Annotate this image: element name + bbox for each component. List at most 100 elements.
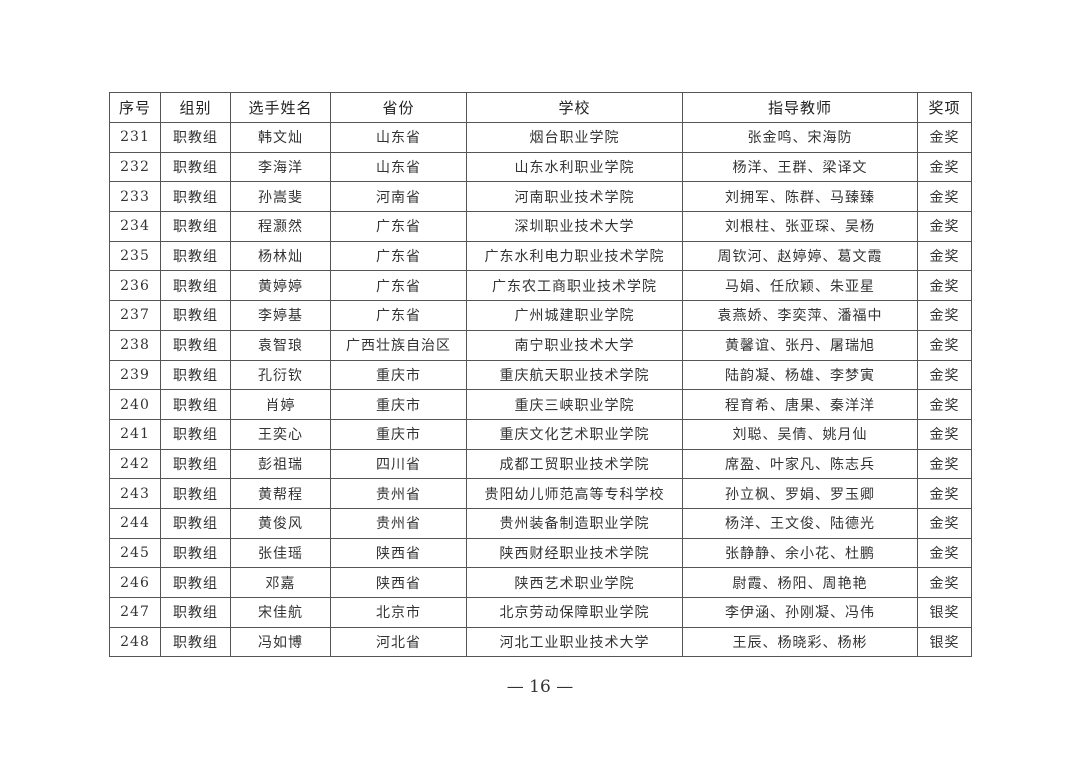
cell-school: 北京劳动保障职业学院	[466, 597, 683, 628]
table-row: 232 职教组 李海洋 山东省 山东水利职业学院 杨洋、王群、梁译文 金奖	[109, 151, 972, 183]
header-serial-number: 序号	[109, 92, 161, 123]
table-row: 247 职教组 宋佳航 北京市 北京劳动保障职业学院 李伊涵、孙刚凝、冯伟 银奖	[109, 597, 972, 628]
cell-contestant-name: 袁智琅	[230, 329, 331, 361]
cell-school: 南宁职业技术大学	[466, 329, 683, 361]
cell-award: 金奖	[917, 300, 972, 331]
cell-instructors: 刘根柱、张亚琛、吴杨	[682, 211, 918, 242]
cell-award: 银奖	[917, 626, 972, 658]
cell-group: 职教组	[160, 122, 231, 153]
cell-school: 河北工业职业技术大学	[466, 626, 683, 658]
cell-school: 成都工贸职业技术学院	[466, 448, 683, 480]
cell-instructors: 刘拥军、陈群、马臻臻	[682, 181, 918, 213]
cell-serial-number: 243	[109, 478, 161, 509]
cell-province: 贵州省	[330, 507, 467, 539]
cell-school: 山东水利职业学院	[466, 151, 683, 183]
cell-school: 贵阳幼儿师范高等专科学校	[466, 478, 683, 509]
table-row: 243 职教组 黄帮程 贵州省 贵阳幼儿师范高等专科学校 孙立枫、罗娟、罗玉卿 金奖	[109, 478, 972, 509]
cell-province: 广东省	[330, 300, 467, 331]
cell-group: 职教组	[160, 151, 231, 183]
header-school: 学校	[466, 92, 683, 123]
cell-group: 职教组	[160, 567, 231, 598]
table-row: 244 职教组 黄俊风 贵州省 贵州装备制造职业学院 杨洋、王文俊、陆德光 金奖	[109, 507, 972, 539]
cell-instructors: 李伊涵、孙刚凝、冯伟	[682, 597, 918, 628]
cell-serial-number: 234	[109, 211, 161, 242]
cell-serial-number: 239	[109, 359, 161, 391]
header-award: 奖项	[917, 92, 972, 123]
cell-serial-number: 236	[109, 270, 161, 302]
cell-school: 烟台职业学院	[466, 122, 683, 153]
cell-instructors: 张金鸣、宋海防	[682, 122, 918, 153]
table-row: 236 职教组 黄婷婷 广东省 广东农工商职业技术学院 马娟、任欣颖、朱亚星 金奖	[109, 270, 972, 302]
cell-serial-number: 235	[109, 240, 161, 272]
cell-instructors: 刘聪、吴倩、姚月仙	[682, 418, 918, 450]
cell-award: 金奖	[917, 270, 972, 302]
cell-school: 陕西财经职业技术学院	[466, 537, 683, 569]
cell-instructors: 马娟、任欣颖、朱亚星	[682, 270, 918, 302]
cell-group: 职教组	[160, 597, 231, 628]
cell-contestant-name: 孙嵩斐	[230, 181, 331, 213]
cell-contestant-name: 邓嘉	[230, 567, 331, 598]
cell-award: 金奖	[917, 537, 972, 569]
cell-group: 职教组	[160, 389, 231, 420]
cell-contestant-name: 肖婷	[230, 389, 331, 420]
cell-group: 职教组	[160, 300, 231, 331]
cell-province: 北京市	[330, 597, 467, 628]
cell-award: 金奖	[917, 329, 972, 361]
cell-award: 金奖	[917, 389, 972, 420]
cell-province: 贵州省	[330, 478, 467, 509]
cell-group: 职教组	[160, 478, 231, 509]
cell-province: 山东省	[330, 122, 467, 153]
table-row: 233 职教组 孙嵩斐 河南省 河南职业技术学院 刘拥军、陈群、马臻臻 金奖	[109, 181, 972, 213]
cell-province: 广东省	[330, 270, 467, 302]
cell-school: 陕西艺术职业学院	[466, 567, 683, 598]
cell-award: 金奖	[917, 418, 972, 450]
table-row: 237 职教组 李婷基 广东省 广州城建职业学院 袁燕娇、李奕萍、潘福中 金奖	[109, 300, 972, 331]
cell-school: 重庆文化艺术职业学院	[466, 418, 683, 450]
cell-contestant-name: 冯如博	[230, 626, 331, 658]
cell-serial-number: 231	[109, 122, 161, 153]
cell-instructors: 周钦河、赵婷婷、葛文霞	[682, 240, 918, 272]
cell-province: 广东省	[330, 211, 467, 242]
cell-province: 陕西省	[330, 567, 467, 598]
table-row: 239 职教组 孔衍钦 重庆市 重庆航天职业技术学院 陆韵凝、杨雄、李梦寅 金奖	[109, 359, 972, 391]
cell-contestant-name: 王奕心	[230, 418, 331, 450]
cell-serial-number: 242	[109, 448, 161, 480]
cell-contestant-name: 杨林灿	[230, 240, 331, 272]
cell-serial-number: 237	[109, 300, 161, 331]
table-row: 245 职教组 张佳瑶 陕西省 陕西财经职业技术学院 张静静、余小花、杜鹏 金奖	[109, 537, 972, 569]
table-row: 235 职教组 杨林灿 广东省 广东水利电力职业技术学院 周钦河、赵婷婷、葛文霞 金奖	[109, 240, 972, 272]
cell-award: 金奖	[917, 122, 972, 153]
cell-province: 广东省	[330, 240, 467, 272]
cell-contestant-name: 彭祖瑞	[230, 448, 331, 480]
cell-province: 重庆市	[330, 389, 467, 420]
cell-province: 陕西省	[330, 537, 467, 569]
cell-award: 金奖	[917, 507, 972, 539]
cell-instructors: 程育希、唐果、秦洋洋	[682, 389, 918, 420]
table-header-row: 序号 组别 选手姓名 省份 学校 指导教师 奖项	[109, 92, 972, 123]
cell-school: 重庆三峡职业学院	[466, 389, 683, 420]
cell-province: 四川省	[330, 448, 467, 480]
table-row: 242 职教组 彭祖瑞 四川省 成都工贸职业技术学院 席盈、叶家凡、陈志兵 金奖	[109, 448, 972, 480]
cell-group: 职教组	[160, 359, 231, 391]
table-row: 238 职教组 袁智琅 广西壮族自治区 南宁职业技术大学 黄馨谊、张丹、屠瑞旭 金奖	[109, 329, 972, 361]
cell-serial-number: 241	[109, 418, 161, 450]
cell-award: 银奖	[917, 597, 972, 628]
cell-instructors: 杨洋、王群、梁译文	[682, 151, 918, 183]
cell-school: 重庆航天职业技术学院	[466, 359, 683, 391]
cell-group: 职教组	[160, 240, 231, 272]
cell-award: 金奖	[917, 478, 972, 509]
cell-group: 职教组	[160, 537, 231, 569]
cell-contestant-name: 程灏然	[230, 211, 331, 242]
cell-group: 职教组	[160, 418, 231, 450]
cell-serial-number: 240	[109, 389, 161, 420]
cell-contestant-name: 宋佳航	[230, 597, 331, 628]
cell-province: 广西壮族自治区	[330, 329, 467, 361]
cell-group: 职教组	[160, 329, 231, 361]
cell-award: 金奖	[917, 151, 972, 183]
cell-contestant-name: 张佳瑶	[230, 537, 331, 569]
cell-instructors: 杨洋、王文俊、陆德光	[682, 507, 918, 539]
cell-group: 职教组	[160, 211, 231, 242]
header-contestant-name: 选手姓名	[230, 92, 331, 123]
cell-award: 金奖	[917, 567, 972, 598]
table-row: 234 职教组 程灏然 广东省 深圳职业技术大学 刘根柱、张亚琛、吴杨 金奖	[109, 211, 972, 242]
